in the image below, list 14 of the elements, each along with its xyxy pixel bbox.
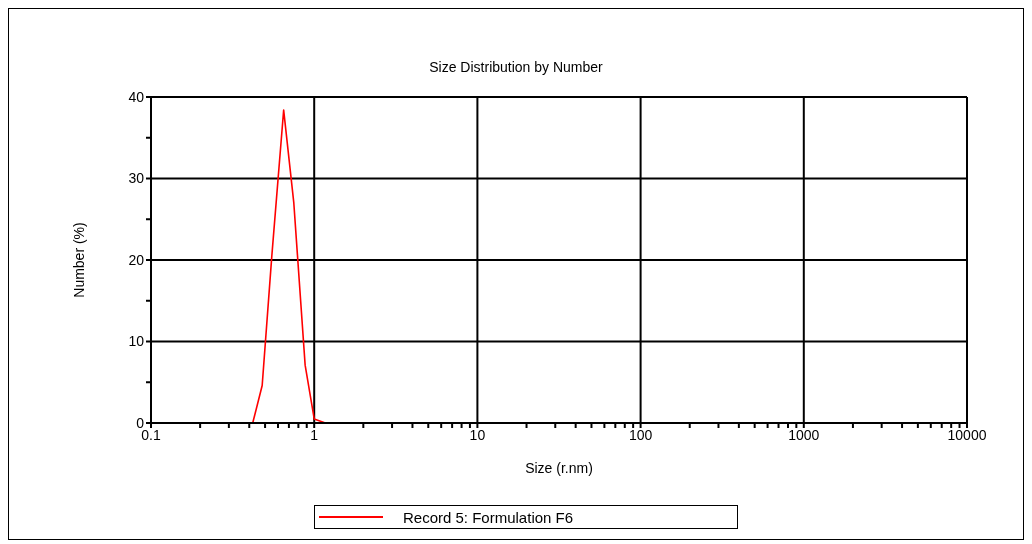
x-tick-label: 1000 xyxy=(788,426,820,443)
x-tick-label: 10000 xyxy=(947,426,987,443)
y-tick-label: 10 xyxy=(128,333,145,350)
y-tick-label: 30 xyxy=(128,170,145,187)
x-axis-title: Size (r.nm) xyxy=(525,460,593,476)
x-tick-label: 1 xyxy=(310,426,319,443)
y-tick-label: 40 xyxy=(128,88,145,105)
legend-label: Record 5: Formulation F6 xyxy=(403,508,574,526)
x-tick-label: 10 xyxy=(469,426,486,443)
x-tick-label: 100 xyxy=(628,426,653,443)
y-tick-label: 0 xyxy=(136,414,145,431)
y-axis-title: Number (%) xyxy=(70,222,87,298)
y-tick-label: 20 xyxy=(128,251,145,268)
chart-title: Size Distribution by Number xyxy=(428,59,604,75)
